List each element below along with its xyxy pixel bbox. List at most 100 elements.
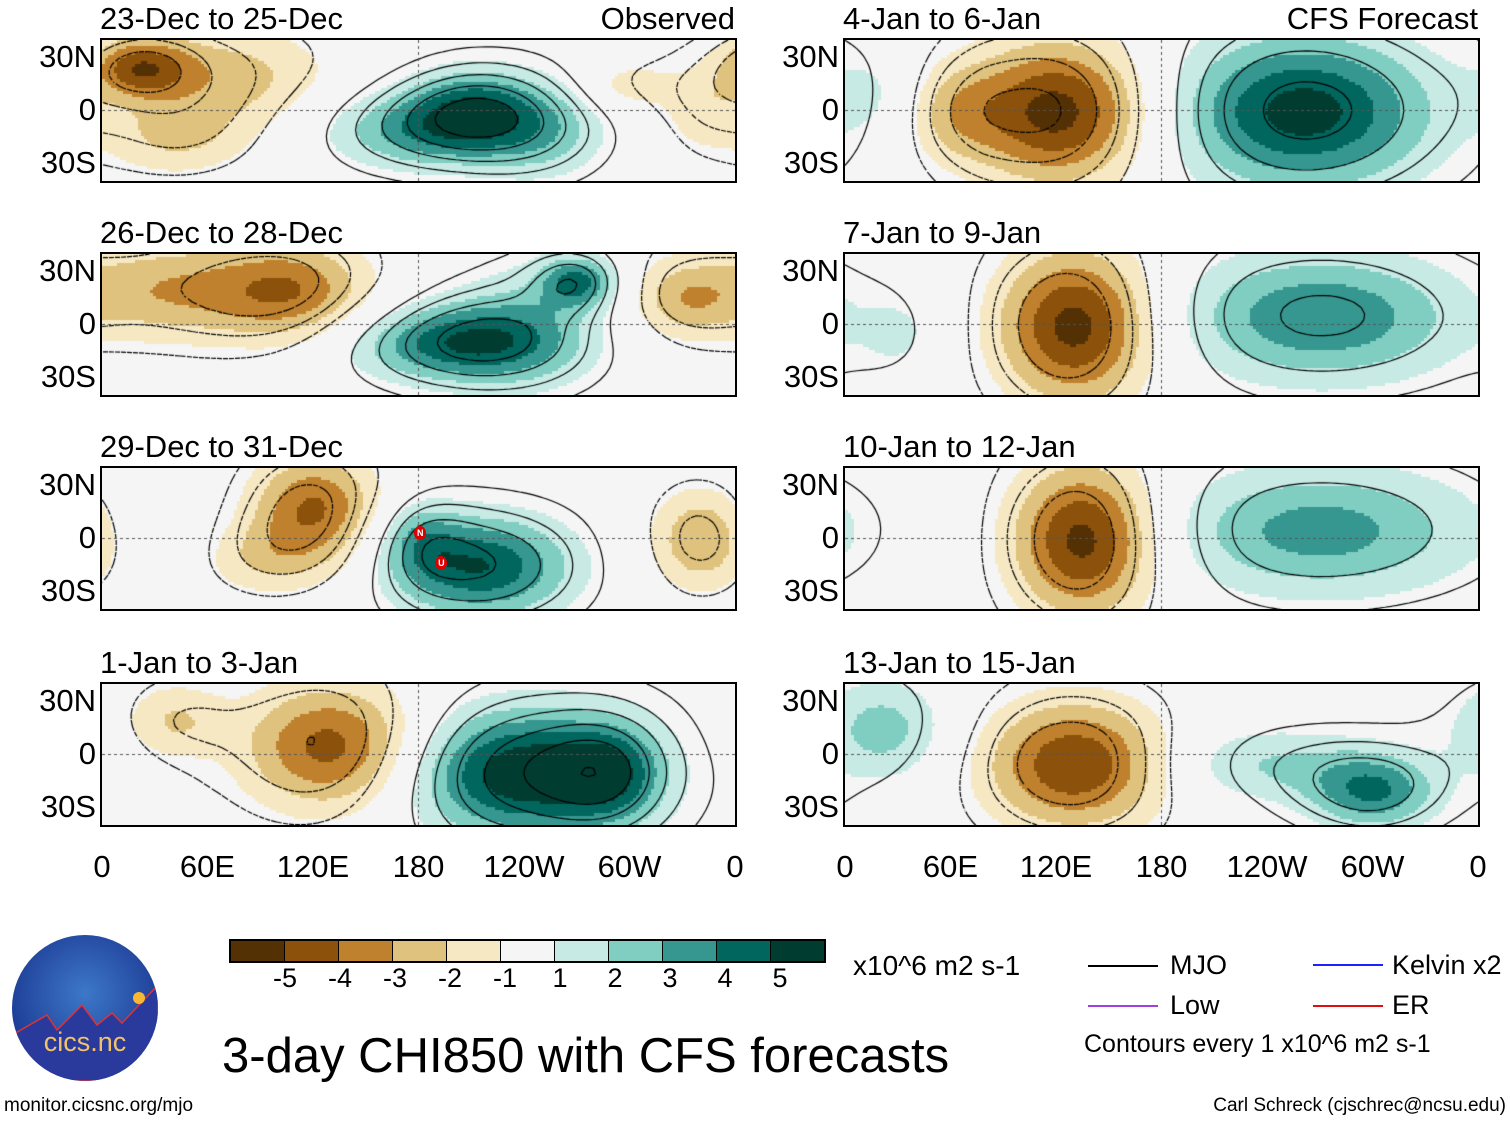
legend-label-er: ER bbox=[1392, 990, 1430, 1020]
panel-title: 29-Dec to 31-Dec bbox=[100, 429, 343, 464]
x-tick-label: 0 bbox=[836, 849, 854, 884]
y-tick-label: 0 bbox=[821, 736, 839, 771]
map-panel bbox=[843, 682, 1480, 827]
legend-label-mjo: MJO bbox=[1170, 950, 1227, 980]
colorbar-swatch bbox=[339, 941, 393, 961]
wave-marker-n: N bbox=[414, 526, 427, 541]
colorbar bbox=[229, 939, 826, 963]
x-tick-label: 120W bbox=[483, 849, 565, 884]
y-tick-label: 30N bbox=[39, 683, 96, 718]
y-tick-label: 0 bbox=[78, 520, 96, 555]
y-tick-label: 30N bbox=[782, 253, 839, 288]
x-tick-label: 120W bbox=[1226, 849, 1308, 884]
y-tick-label: 0 bbox=[78, 92, 96, 127]
colorbar-swatch bbox=[609, 941, 663, 961]
y-tick-label: 30S bbox=[783, 145, 839, 180]
y-tick-label: 0 bbox=[821, 92, 839, 127]
y-tick-label: 30S bbox=[40, 789, 96, 824]
legend-label-low: Low bbox=[1170, 990, 1220, 1020]
y-tick-label: 0 bbox=[78, 736, 96, 771]
anomaly-field-canvas bbox=[845, 254, 1478, 395]
map-panel bbox=[843, 466, 1480, 611]
footer-credit: Carl Schreck (cjschrec@ncsu.edu) bbox=[1213, 1095, 1506, 1116]
colorbar-tick-label: 4 bbox=[717, 963, 733, 993]
colorbar-tick-label: 1 bbox=[552, 963, 568, 993]
panel-title: 4-Jan to 6-Jan bbox=[843, 1, 1042, 36]
colorbar-tick-label: -4 bbox=[327, 963, 353, 993]
y-tick-label: 30S bbox=[783, 359, 839, 394]
x-tick-label: 60E bbox=[922, 849, 979, 884]
colorbar-swatch bbox=[285, 941, 339, 961]
y-tick-label: 0 bbox=[78, 306, 96, 341]
x-tick-label: 0 bbox=[726, 849, 744, 884]
x-tick-label: 120E bbox=[1019, 849, 1093, 884]
panel-title: 26-Dec to 28-Dec bbox=[100, 215, 343, 250]
map-panel bbox=[100, 38, 737, 183]
colorbar-swatch bbox=[717, 941, 771, 961]
x-tick-label: 60E bbox=[179, 849, 236, 884]
panel-title: 10-Jan to 12-Jan bbox=[843, 429, 1076, 464]
colorbar-swatch bbox=[231, 941, 285, 961]
y-tick-label: 30N bbox=[39, 253, 96, 288]
panel-title: 23-Dec to 25-Dec bbox=[100, 1, 343, 36]
colorbar-tick-label: 3 bbox=[662, 963, 678, 993]
legend-line-low bbox=[1088, 1005, 1158, 1007]
anomaly-field-canvas bbox=[102, 254, 735, 395]
anomaly-field-canvas bbox=[102, 684, 735, 825]
anomaly-field-canvas bbox=[845, 40, 1478, 181]
figure-title: 3-day CHI850 with CFS forecasts bbox=[222, 1029, 950, 1083]
colorbar-tick-label: 2 bbox=[607, 963, 623, 993]
colorbar-swatch bbox=[555, 941, 609, 961]
colorbar-tick-label: -2 bbox=[437, 963, 463, 993]
y-tick-label: 30N bbox=[782, 683, 839, 718]
x-tick-label: 0 bbox=[93, 849, 111, 884]
x-tick-label: 180 bbox=[392, 849, 445, 884]
map-panel bbox=[100, 252, 737, 397]
colorbar-units: x10^6 m2 s-1 bbox=[853, 950, 1021, 981]
colorbar-tick-label: 5 bbox=[772, 963, 788, 993]
colorbar-swatch bbox=[771, 941, 824, 961]
anomaly-field-canvas bbox=[845, 684, 1478, 825]
y-tick-label: 30S bbox=[783, 573, 839, 608]
y-tick-label: 30N bbox=[39, 39, 96, 74]
x-tick-label: 60W bbox=[1340, 849, 1405, 884]
y-tick-label: 0 bbox=[821, 520, 839, 555]
colorbar-swatch bbox=[393, 941, 447, 961]
panel-title: 1-Jan to 3-Jan bbox=[100, 645, 299, 680]
legend-line-kelvin bbox=[1313, 964, 1383, 966]
map-panel bbox=[843, 252, 1480, 397]
x-tick-label: 120E bbox=[276, 849, 350, 884]
colorbar-tick-label: -3 bbox=[382, 963, 408, 993]
legend-line-er bbox=[1313, 1005, 1383, 1007]
y-tick-label: 30N bbox=[39, 467, 96, 502]
legend-line-mjo bbox=[1088, 965, 1158, 967]
x-tick-label: 180 bbox=[1135, 849, 1188, 884]
anomaly-field-canvas bbox=[102, 40, 735, 181]
legend-label-kelvin: Kelvin x2 bbox=[1392, 950, 1502, 980]
x-tick-label: 0 bbox=[1469, 849, 1487, 884]
map-panel bbox=[100, 682, 737, 827]
column-label: Observed bbox=[600, 1, 735, 36]
map-panel bbox=[843, 38, 1480, 183]
y-tick-label: 30N bbox=[782, 39, 839, 74]
colorbar-swatch bbox=[663, 941, 717, 961]
wave-marker-u: U bbox=[435, 556, 448, 571]
y-tick-label: 30N bbox=[782, 467, 839, 502]
column-label: CFS Forecast bbox=[1286, 1, 1478, 36]
anomaly-field-canvas bbox=[845, 468, 1478, 609]
contour-note: Contours every 1 x10^6 m2 s-1 bbox=[1084, 1030, 1431, 1058]
cicsnc-logo: cics.nc bbox=[12, 935, 158, 1081]
logo-text: cics.nc bbox=[43, 1027, 127, 1057]
panel-title: 7-Jan to 9-Jan bbox=[843, 215, 1042, 250]
y-tick-label: 30S bbox=[783, 789, 839, 824]
colorbar-swatch bbox=[501, 941, 555, 961]
panel-title: 13-Jan to 15-Jan bbox=[843, 645, 1076, 680]
colorbar-tick-label: -1 bbox=[492, 963, 518, 993]
colorbar-tick-label: -5 bbox=[272, 963, 298, 993]
y-tick-label: 30S bbox=[40, 145, 96, 180]
colorbar-swatch bbox=[447, 941, 501, 961]
footer-url[interactable]: monitor.cicsnc.org/mjo bbox=[4, 1095, 194, 1116]
x-tick-label: 60W bbox=[597, 849, 662, 884]
